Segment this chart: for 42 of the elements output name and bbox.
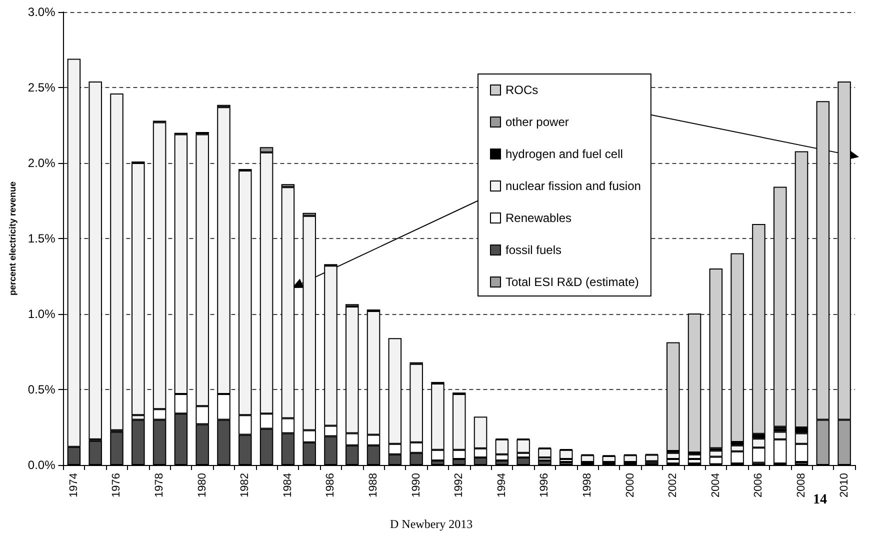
y-tick-label: 3.0%: [28, 5, 56, 19]
bar: [624, 455, 637, 462]
x-tick-label: 1984: [282, 473, 294, 498]
bar: [580, 455, 594, 462]
x-tick-label: 1982: [239, 473, 252, 498]
y-tick-label: 0.5%: [28, 382, 56, 396]
x-tick-label: 2004: [710, 473, 722, 498]
legend-label: Total ESI R&D (estimate): [506, 275, 639, 289]
x-tick-label: 2000: [624, 473, 636, 498]
x-tick-label: 2008: [796, 473, 808, 498]
x-tick-label: 1974: [68, 473, 80, 498]
y-tick-label: 1.0%: [28, 307, 56, 321]
x-tick-label: 2006: [752, 473, 765, 498]
x-tick-label: 2002: [667, 473, 680, 498]
x-tick-label: 1998: [582, 473, 594, 498]
y-tick-label: 2.5%: [28, 80, 56, 94]
legend-label: hydrogen and fuel cell: [506, 147, 623, 161]
y-tick-label: 0.0%: [28, 458, 56, 472]
x-tick-label: 2010: [838, 473, 850, 498]
x-tick-label: 1986: [324, 473, 337, 498]
text: 14: [813, 492, 827, 508]
x-tick-label: 1988: [368, 473, 380, 498]
y-axis-title: percent electricity revenue: [8, 181, 18, 296]
legend-label: other power: [506, 115, 569, 129]
x-tick-label: 1992: [453, 473, 466, 498]
bar: [538, 448, 552, 458]
x-tick-label: 1990: [410, 473, 422, 498]
x-tick-label: 1978: [154, 473, 166, 498]
x-tick-label: 1976: [110, 473, 123, 498]
x-tick-label: 1996: [538, 473, 551, 498]
y-tick-label: 2.0%: [28, 156, 56, 170]
y-tick-label: 1.5%: [28, 232, 56, 246]
bar: [559, 450, 573, 459]
legend-label: fossil fuels: [506, 243, 562, 257]
bar: [645, 454, 658, 462]
x-tick-label: 1994: [496, 473, 508, 498]
legend-label: ROCs: [506, 83, 538, 97]
bar: [602, 456, 616, 462]
x-tick-label: 1980: [196, 473, 208, 498]
legend-label: Renewables: [506, 211, 572, 225]
legend-label: nuclear fission and fusion: [506, 179, 641, 193]
text: D Newbery 2013: [390, 517, 473, 531]
